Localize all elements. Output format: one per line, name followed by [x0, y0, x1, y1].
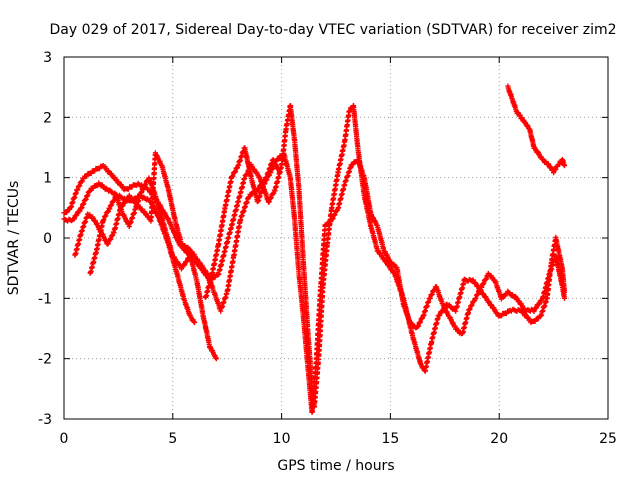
- x-axis-label: GPS time / hours: [277, 458, 394, 474]
- series-track-5: [202, 145, 568, 415]
- y-tick-label: -1: [38, 291, 52, 307]
- x-tick-label: 10: [273, 431, 291, 447]
- tick-labels: 0 5 10 15 20 25 -3 -2 -1 0 1 2 3: [38, 50, 617, 447]
- x-tick-label: 25: [599, 431, 617, 447]
- y-tick-label: -3: [38, 412, 52, 428]
- y-axis-label: SDTVAR / TECUs: [6, 181, 22, 296]
- x-tick-label: 0: [60, 431, 69, 447]
- chart-title: Day 029 of 2017, Sidereal Day-to-day VTE…: [50, 22, 617, 38]
- x-tick-label: 5: [168, 431, 177, 447]
- series-track-4: [87, 175, 219, 362]
- y-tick-label: 2: [43, 110, 52, 126]
- axis-ticks: [63, 56, 609, 420]
- x-tick-label: 20: [490, 431, 508, 447]
- data-series-layer: [61, 83, 568, 415]
- y-tick-label: 0: [43, 231, 52, 247]
- series-track-6: [505, 83, 568, 176]
- y-tick-label: 3: [43, 50, 52, 66]
- x-tick-label: 15: [381, 431, 399, 447]
- y-tick-label: 1: [43, 171, 52, 187]
- y-tick-label: -2: [38, 352, 52, 368]
